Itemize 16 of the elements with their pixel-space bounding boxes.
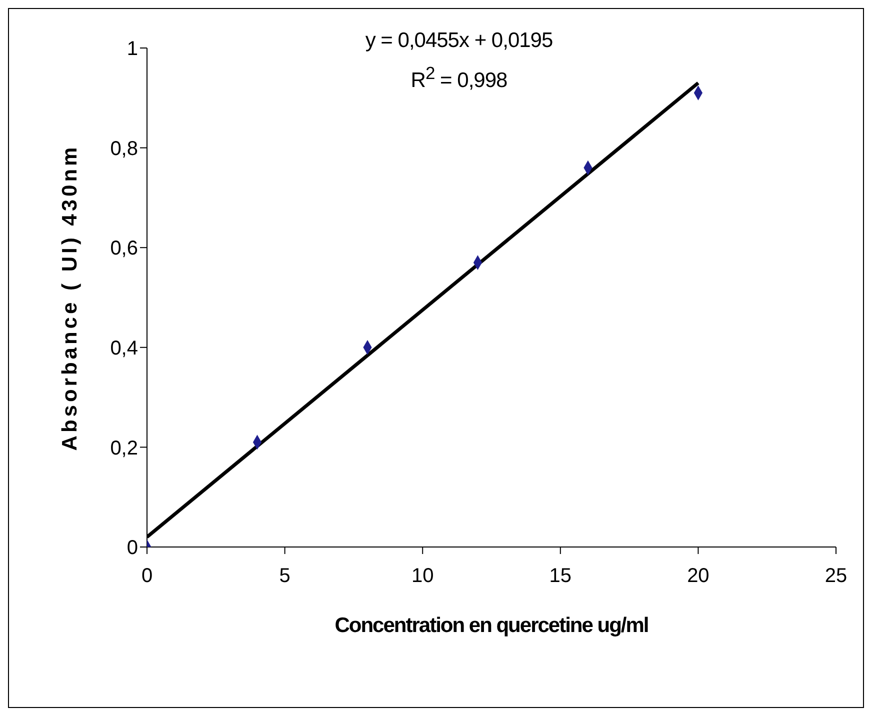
annotation: y = 0,0455x + 0,0195 xyxy=(364,29,554,53)
x-tick-label: 5 xyxy=(279,565,290,588)
y-tick-label: 0,2 xyxy=(110,437,138,460)
y-tick-label: 0,6 xyxy=(110,238,138,260)
x-tick-label: 10 xyxy=(411,565,434,588)
y-axis-title: Absorbance ( UI) 430nm xyxy=(58,144,82,451)
annotation: R$^{2}$ = 0,998 xyxy=(410,63,508,93)
x-tick-label: 25 xyxy=(824,565,848,588)
y-tick-label: 0 xyxy=(126,537,138,560)
x-axis-title: Concentration en quercetine ug/ml xyxy=(334,614,648,637)
x-tick-label: 15 xyxy=(549,565,572,588)
y-tick-label: 0,8 xyxy=(110,138,138,160)
x-tick-label: 20 xyxy=(687,565,710,588)
y-tick-label: 1 xyxy=(126,38,138,60)
y-tick-label: 0,4 xyxy=(110,338,138,360)
x-tick-label: 0 xyxy=(141,565,153,588)
